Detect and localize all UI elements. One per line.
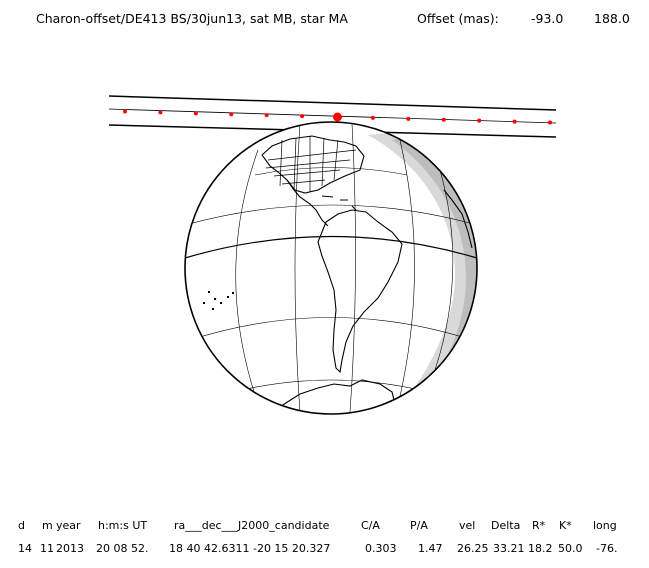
parallel-line bbox=[254, 167, 408, 176]
col-header-day: d bbox=[18, 519, 25, 532]
path-marker bbox=[441, 117, 446, 122]
value-kstar: 50.0 bbox=[558, 542, 583, 555]
shadow-path-centerline bbox=[108, 108, 557, 124]
path-marker bbox=[300, 114, 305, 119]
path-marker bbox=[548, 120, 552, 125]
path-marker bbox=[158, 110, 163, 115]
south-america-coast bbox=[317, 209, 403, 374]
path-marker bbox=[123, 109, 127, 114]
path-marker bbox=[370, 115, 375, 120]
offset-label: Offset (mas): bbox=[417, 11, 499, 26]
meridian-line bbox=[397, 139, 415, 406]
globe-outline bbox=[184, 121, 478, 415]
path-marker bbox=[406, 116, 411, 121]
col-header-month: m bbox=[42, 519, 53, 532]
path-marker bbox=[264, 113, 269, 118]
value-delta: 33.21 bbox=[493, 542, 525, 555]
path-marker-current bbox=[333, 112, 342, 122]
path-marker bbox=[477, 118, 482, 123]
offset-x-value: -93.0 bbox=[531, 11, 564, 26]
path-marker bbox=[193, 111, 198, 116]
value-radec: 18 40 42.6311 -20 15 20.327 bbox=[169, 542, 331, 555]
path-marker bbox=[229, 112, 234, 117]
col-header-kstar: K* bbox=[559, 519, 572, 532]
caribbean-islands bbox=[321, 195, 357, 211]
offset-y-value: 188.0 bbox=[594, 11, 630, 26]
north-america-coast bbox=[261, 135, 365, 194]
parallel-line bbox=[189, 317, 473, 341]
meridian-line bbox=[294, 123, 301, 413]
globe bbox=[184, 121, 478, 415]
equator-line bbox=[185, 235, 477, 259]
meridian-line bbox=[434, 169, 454, 371]
value-long: -76. bbox=[596, 542, 618, 555]
parallel-line bbox=[185, 204, 477, 226]
col-header-radec: ra___dec___J2000_candidate bbox=[174, 519, 330, 532]
col-header-long: long bbox=[593, 519, 617, 532]
value-day: 14 bbox=[18, 542, 32, 555]
col-header-ca: C/A bbox=[361, 519, 380, 532]
value-ca: 0.303 bbox=[365, 542, 397, 555]
col-header-vel: vel bbox=[459, 519, 476, 532]
meridian-line bbox=[235, 149, 259, 396]
col-header-pa: P/A bbox=[410, 519, 428, 532]
value-rstar: 18.2 bbox=[528, 542, 553, 555]
africa-limb-coast bbox=[443, 189, 473, 249]
path-markers bbox=[123, 109, 552, 125]
shadow-path-north-edge bbox=[108, 95, 557, 111]
political-boundaries bbox=[265, 136, 357, 192]
col-header-time: h:m:s UT bbox=[98, 519, 148, 532]
pacific-islands bbox=[203, 291, 234, 310]
value-pa: 1.47 bbox=[418, 542, 443, 555]
col-header-rstar: R* bbox=[532, 519, 546, 532]
globe-disk bbox=[185, 122, 477, 414]
col-header-delta: Delta bbox=[491, 519, 521, 532]
header-title: Charon-offset/DE413 BS/30jun13, sat MB, … bbox=[36, 11, 348, 26]
path-marker bbox=[512, 119, 517, 124]
antarctica-coast bbox=[276, 379, 396, 414]
value-time: 20 08 52. bbox=[96, 542, 149, 555]
col-header-year: year bbox=[56, 519, 81, 532]
value-month: 11 bbox=[40, 542, 54, 555]
value-year: 2013 bbox=[56, 542, 84, 555]
value-vel: 26.25 bbox=[457, 542, 489, 555]
meridian-line bbox=[349, 123, 356, 413]
